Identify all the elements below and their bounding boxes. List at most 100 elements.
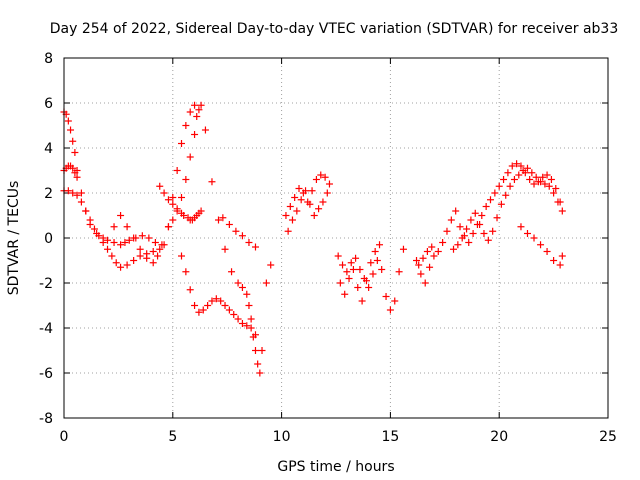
data-point [143,254,151,262]
data-point [86,216,94,224]
data-point [486,196,494,204]
data-point [149,248,157,255]
data-point [73,191,81,199]
data-point [467,216,475,224]
data-point [69,137,77,145]
data-point [123,261,131,269]
data-point [356,266,364,273]
data-point [191,131,199,138]
data-point [543,248,551,255]
data-point [399,245,407,253]
data-point [67,126,75,134]
data-point [69,189,77,197]
data-point [469,230,477,237]
data-point [195,106,203,114]
y-axis-title: SDTVAR / TECUs [6,181,22,296]
data-point [376,241,384,249]
x-axis-title: GPS time / hours [277,459,394,475]
data-point [517,223,525,231]
x-tick-label: 20 [490,429,508,445]
data-point [208,178,216,186]
data-point [517,162,525,170]
data-point [430,252,438,260]
data-point [214,216,222,224]
x-tick-label: 25 [599,429,617,445]
data-point [136,252,144,260]
data-point [434,248,442,255]
data-point [339,261,347,269]
x-tick-label: 5 [168,429,177,445]
data-point [288,216,296,224]
data-point [123,223,131,231]
x-tick-label: 15 [381,429,399,445]
data-point [90,225,98,233]
data-point [463,225,471,233]
data-point [321,173,329,181]
data-point [552,185,560,192]
data-point [334,252,342,260]
data-point [197,101,205,109]
data-point [293,207,301,215]
data-point [547,176,555,183]
data-point [530,180,538,188]
data-point [117,263,125,271]
data-point [291,194,299,201]
data-point [130,257,138,264]
data-point [112,259,120,267]
y-tick-label: 4 [44,141,53,157]
data-point [345,275,353,282]
data-point [495,182,503,190]
data-point [178,252,186,260]
data-point [532,173,540,181]
data-point [482,203,490,210]
data-point [104,245,112,253]
data-point [138,232,146,240]
data-point [64,187,72,195]
data-point [382,293,390,300]
y-tick-label: -8 [39,411,53,427]
plot-frame [63,57,609,419]
data-point [458,234,466,242]
data-point [125,236,133,244]
data-point [519,167,527,174]
data-point [439,239,447,246]
data-point [193,113,201,120]
data-point [197,207,205,215]
data-point [491,189,499,197]
data-point [267,261,275,269]
data-point [358,297,366,305]
data-point [282,212,290,219]
data-point [169,216,177,224]
data-point [228,268,236,276]
data-point [325,180,333,188]
data-point [243,290,251,298]
data-point [99,239,107,246]
data-point [73,173,81,181]
data-point [497,200,505,208]
data-point [454,241,462,249]
data-point [554,198,562,206]
data-point [526,176,534,183]
data-point [515,171,523,179]
data-point [182,176,190,183]
data-point [523,164,531,172]
data-point [225,306,233,314]
grid-lines [64,58,608,418]
data-point [234,315,242,323]
data-point [550,189,558,197]
data-point [421,279,429,287]
data-point [251,331,259,339]
data-point [71,149,79,156]
data-point [71,169,79,177]
data-point [232,227,240,235]
data-point [230,311,238,318]
data-point [504,169,512,177]
data-point [243,322,251,330]
data-point [302,187,310,195]
data-point [251,347,259,354]
data-point [186,153,194,161]
data-point [238,232,246,240]
data-point [395,268,403,276]
data-point [247,324,255,332]
y-tick-label: 2 [44,186,53,202]
